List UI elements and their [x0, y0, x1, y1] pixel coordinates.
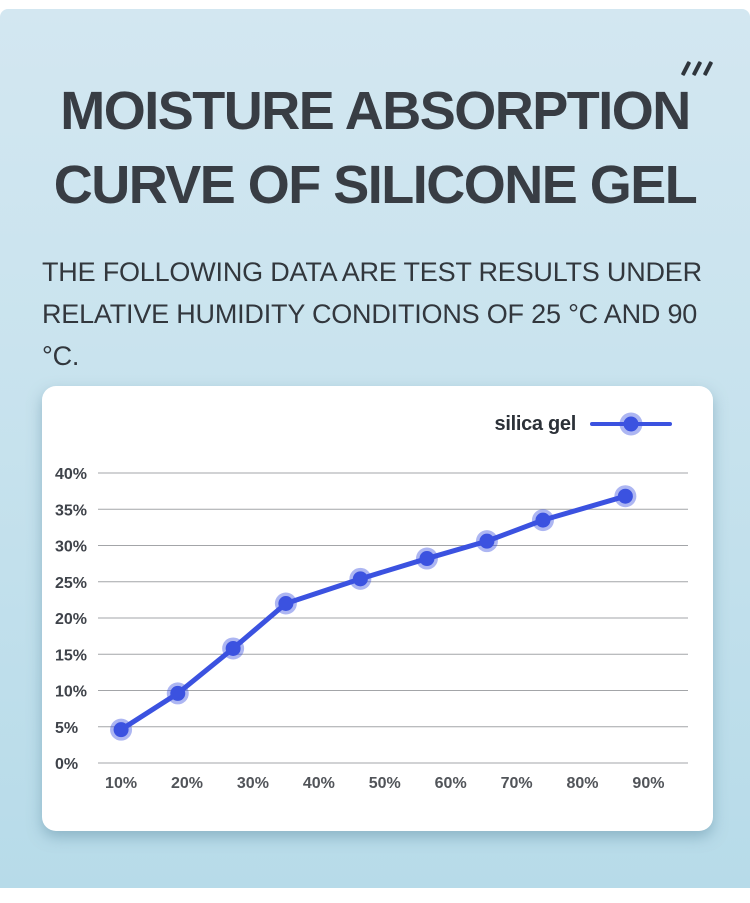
- x-tick-label: 90%: [632, 775, 664, 792]
- subtitle-line-2: RELATIVE HUMIDITY CONDITIONS OF 25 °C AN…: [42, 299, 698, 371]
- y-tick-label: 15%: [55, 647, 87, 664]
- data-point: [419, 551, 435, 567]
- data-point: [479, 533, 495, 549]
- legend-dot: [623, 416, 639, 432]
- data-point: [170, 685, 186, 701]
- y-tick-label: 0%: [55, 756, 78, 773]
- x-tick-label: 30%: [237, 775, 269, 792]
- y-tick-label: 30%: [55, 539, 87, 556]
- x-tick-label: 80%: [567, 775, 599, 792]
- data-point: [278, 596, 294, 611]
- x-tick-label: 60%: [435, 775, 467, 792]
- chart-card: silica gel 0% 5% 10% 15% 20% 25% 30% 35% 40% 10% 2…: [42, 386, 713, 831]
- hero-panel: MOISTURE ABSORPTION CURVE OF SILICONE GE…: [0, 9, 750, 888]
- title-line-1: MOISTURE ABSORPTION: [60, 81, 691, 141]
- x-tick-label: 70%: [501, 775, 533, 792]
- page-subtitle: THE FOLLOWING DATA ARE TEST RESULTS UNDE…: [42, 251, 732, 377]
- series-line: [118, 493, 628, 733]
- title-line-2: CURVE OF SILICONE GEL: [53, 155, 698, 215]
- data-point: [225, 640, 241, 656]
- y-tick-label: 5%: [55, 720, 78, 737]
- y-tick-label: 20%: [55, 611, 87, 628]
- x-tick-label: 20%: [171, 775, 203, 792]
- page-title: MOISTURE ABSORPTION CURVE OF SILICONE GE…: [0, 74, 750, 222]
- subtitle-line-1: THE FOLLOWING DATA ARE TEST RESULTS UNDE…: [42, 257, 702, 287]
- x-tick-label: 10%: [105, 775, 137, 792]
- data-point: [352, 571, 368, 587]
- legend-label: silica gel: [494, 412, 577, 435]
- y-tick-label: 25%: [55, 575, 87, 592]
- x-tick-label: 50%: [369, 775, 401, 792]
- y-tick-label: 40%: [55, 466, 87, 483]
- y-tick-label: 35%: [55, 502, 87, 519]
- data-point: [535, 512, 551, 528]
- legend-line-marker: [590, 416, 672, 432]
- data-point: [617, 488, 633, 504]
- y-tick-label: 10%: [55, 684, 87, 701]
- data-point: [113, 722, 129, 738]
- moisture-chart: 0% 5% 10% 15% 20% 25% 30% 35% 40% 10% 20% 30% 40% 50%…: [55, 466, 688, 792]
- x-tick-label: 40%: [303, 775, 335, 792]
- chart-legend: silica gel: [494, 412, 672, 436]
